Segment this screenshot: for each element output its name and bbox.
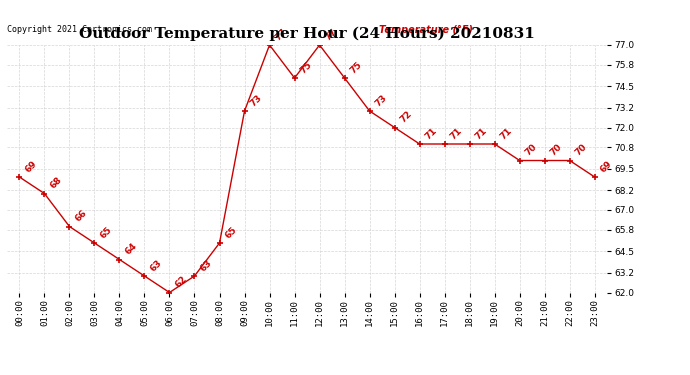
Text: 70: 70 bbox=[549, 142, 564, 158]
Text: 70: 70 bbox=[524, 142, 539, 158]
Text: 71: 71 bbox=[499, 126, 514, 141]
Text: 71: 71 bbox=[474, 126, 489, 141]
Text: 72: 72 bbox=[399, 110, 414, 125]
Text: Copyright 2021 Cartronics.com: Copyright 2021 Cartronics.com bbox=[7, 25, 152, 34]
Text: 70: 70 bbox=[574, 142, 589, 158]
Text: 71: 71 bbox=[424, 126, 439, 141]
Text: 65: 65 bbox=[224, 225, 239, 240]
Text: 63: 63 bbox=[148, 258, 164, 273]
Text: 68: 68 bbox=[48, 176, 63, 191]
Text: 66: 66 bbox=[74, 209, 89, 224]
Text: 75: 75 bbox=[348, 60, 364, 75]
Text: 77: 77 bbox=[274, 27, 289, 42]
Text: 77: 77 bbox=[324, 27, 339, 42]
Text: Temperature (°F): Temperature (°F) bbox=[379, 25, 473, 35]
Text: 75: 75 bbox=[299, 60, 314, 75]
Text: 69: 69 bbox=[23, 159, 39, 174]
Text: 73: 73 bbox=[374, 93, 389, 108]
Text: 64: 64 bbox=[124, 242, 139, 257]
Title: Outdoor Temperature per Hour (24 Hours) 20210831: Outdoor Temperature per Hour (24 Hours) … bbox=[79, 27, 535, 41]
Text: 63: 63 bbox=[199, 258, 214, 273]
Text: 62: 62 bbox=[174, 274, 189, 290]
Text: 65: 65 bbox=[99, 225, 114, 240]
Text: 69: 69 bbox=[599, 159, 614, 174]
Text: 71: 71 bbox=[448, 126, 464, 141]
Text: 73: 73 bbox=[248, 93, 264, 108]
